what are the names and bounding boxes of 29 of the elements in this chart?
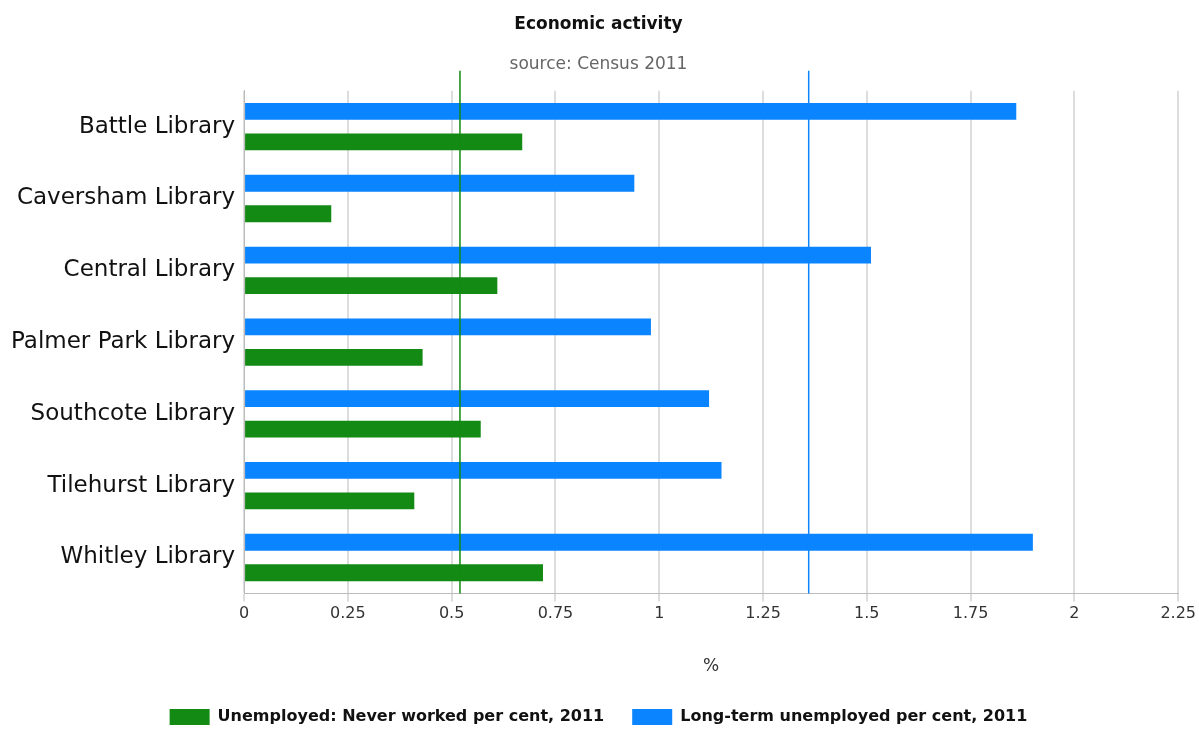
y-tick-label: Caversham Library	[16, 183, 236, 210]
y-tick-label: Southcote Library	[30, 398, 236, 425]
x-tick-label: 1.5	[854, 603, 880, 623]
x-tick-label: 0	[238, 603, 250, 623]
bar	[245, 174, 635, 192]
bar	[245, 348, 423, 366]
bar	[245, 205, 332, 223]
bar	[245, 462, 722, 479]
y-tick-label: Whitley Library	[60, 542, 236, 569]
legend-label: Long-term unemployed per cent, 2011	[680, 706, 1028, 726]
y-tick-label: Tilehurst Library	[46, 470, 236, 497]
bar	[245, 390, 710, 408]
x-tick-label: 0.5	[438, 603, 465, 623]
x-tick-label: 2	[1069, 603, 1080, 623]
x-tick-label: 0.25	[330, 603, 366, 623]
x-tick-label: 1	[654, 603, 665, 623]
y-tick-label: Central Library	[63, 255, 236, 282]
x-tick-label: 1.25	[745, 603, 781, 623]
chart-subtitle: source: Census 2011	[509, 53, 688, 74]
x-tick-label: 1.75	[952, 603, 989, 623]
x-tick-label: 2.25	[1160, 603, 1196, 623]
legend-label: Unemployed: Never worked per cent, 2011	[217, 706, 605, 726]
x-axis-title: %	[703, 655, 720, 676]
y-tick-label: Battle Library	[78, 111, 236, 138]
bar	[245, 492, 415, 510]
x-tick-label: 0.75	[537, 603, 574, 623]
chart-title: Economic activity	[514, 12, 683, 33]
y-tick-label: Palmer Park Library	[10, 327, 236, 354]
bar	[245, 318, 651, 336]
